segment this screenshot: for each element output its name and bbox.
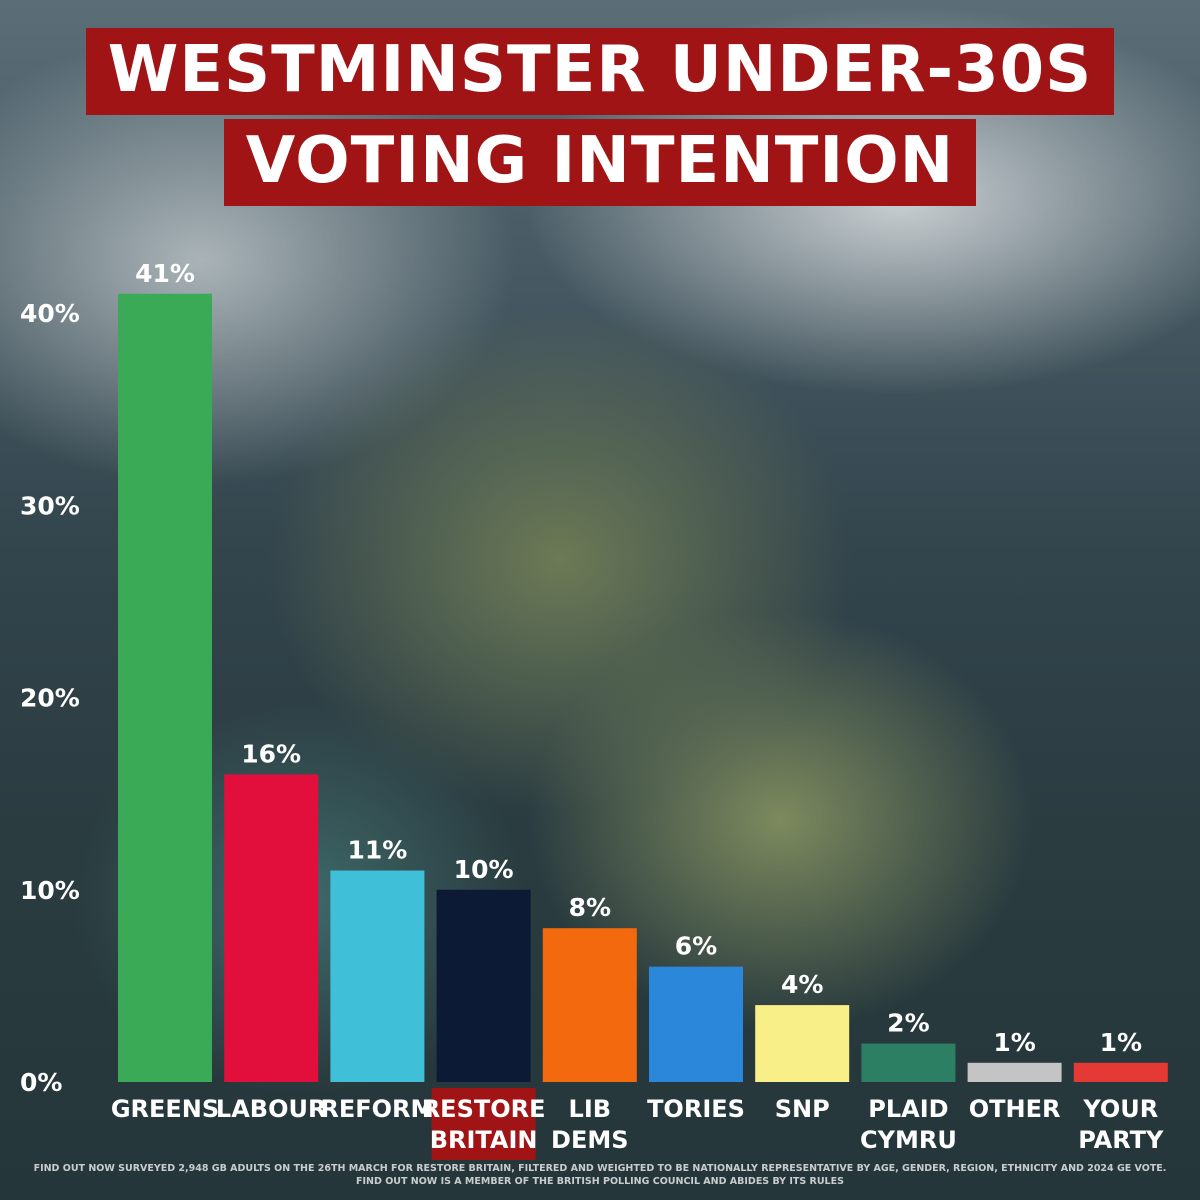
bar <box>967 1062 1062 1082</box>
bar-value-label: 1% <box>993 1028 1035 1057</box>
category-label: PLAID <box>868 1095 948 1123</box>
bar <box>1073 1062 1168 1082</box>
y-tick-label: 0% <box>20 1068 62 1097</box>
category-label: SNP <box>775 1095 830 1123</box>
category-label: DEMS <box>551 1126 628 1154</box>
category-label: OTHER <box>969 1095 1061 1123</box>
bar <box>118 293 212 1082</box>
bar <box>330 870 425 1082</box>
category-highlight <box>431 1088 536 1160</box>
y-tick-label: 30% <box>20 491 80 520</box>
y-tick-label: 10% <box>20 876 80 905</box>
bar-value-label: 1% <box>1100 1028 1142 1057</box>
bar <box>861 1043 956 1082</box>
bar <box>224 774 319 1082</box>
category-label: YOUR <box>1082 1095 1158 1123</box>
chart-title: WESTMINSTER UNDER-30S VOTING INTENTION <box>0 28 1200 206</box>
bar <box>755 1005 850 1082</box>
category-label: CYMRU <box>860 1126 957 1154</box>
bar-value-label: 2% <box>887 1009 929 1038</box>
title-line-1: WESTMINSTER UNDER-30S <box>85 28 1115 115</box>
category-label: BRITAIN <box>430 1126 538 1154</box>
footnote: Find out now surveyed 2,948 GB adults on… <box>33 1163 1167 1187</box>
bar-value-label: 8% <box>569 893 611 922</box>
bar <box>436 889 531 1082</box>
category-label: LABOUR <box>216 1095 327 1123</box>
category-label: RESTORE <box>422 1095 546 1123</box>
category-label: LIB <box>569 1095 612 1123</box>
y-tick-label: 20% <box>20 684 80 713</box>
bar-value-label: 6% <box>675 932 717 961</box>
bar-value-label: 11% <box>347 836 407 865</box>
bar-value-label: 16% <box>241 739 301 768</box>
title-line-2: VOTING INTENTION <box>223 118 977 206</box>
category-label: GREENS <box>111 1095 219 1123</box>
bar <box>542 928 637 1082</box>
category-label: TORIES <box>647 1095 745 1123</box>
bar-value-label: 10% <box>454 855 514 884</box>
bar <box>649 966 743 1082</box>
bar-value-label: 41% <box>135 259 195 288</box>
bar-value-label: 4% <box>781 970 823 999</box>
category-label: PARTY <box>1078 1126 1164 1154</box>
category-label: REFORM <box>320 1095 434 1123</box>
y-tick-label: 40% <box>20 299 80 328</box>
